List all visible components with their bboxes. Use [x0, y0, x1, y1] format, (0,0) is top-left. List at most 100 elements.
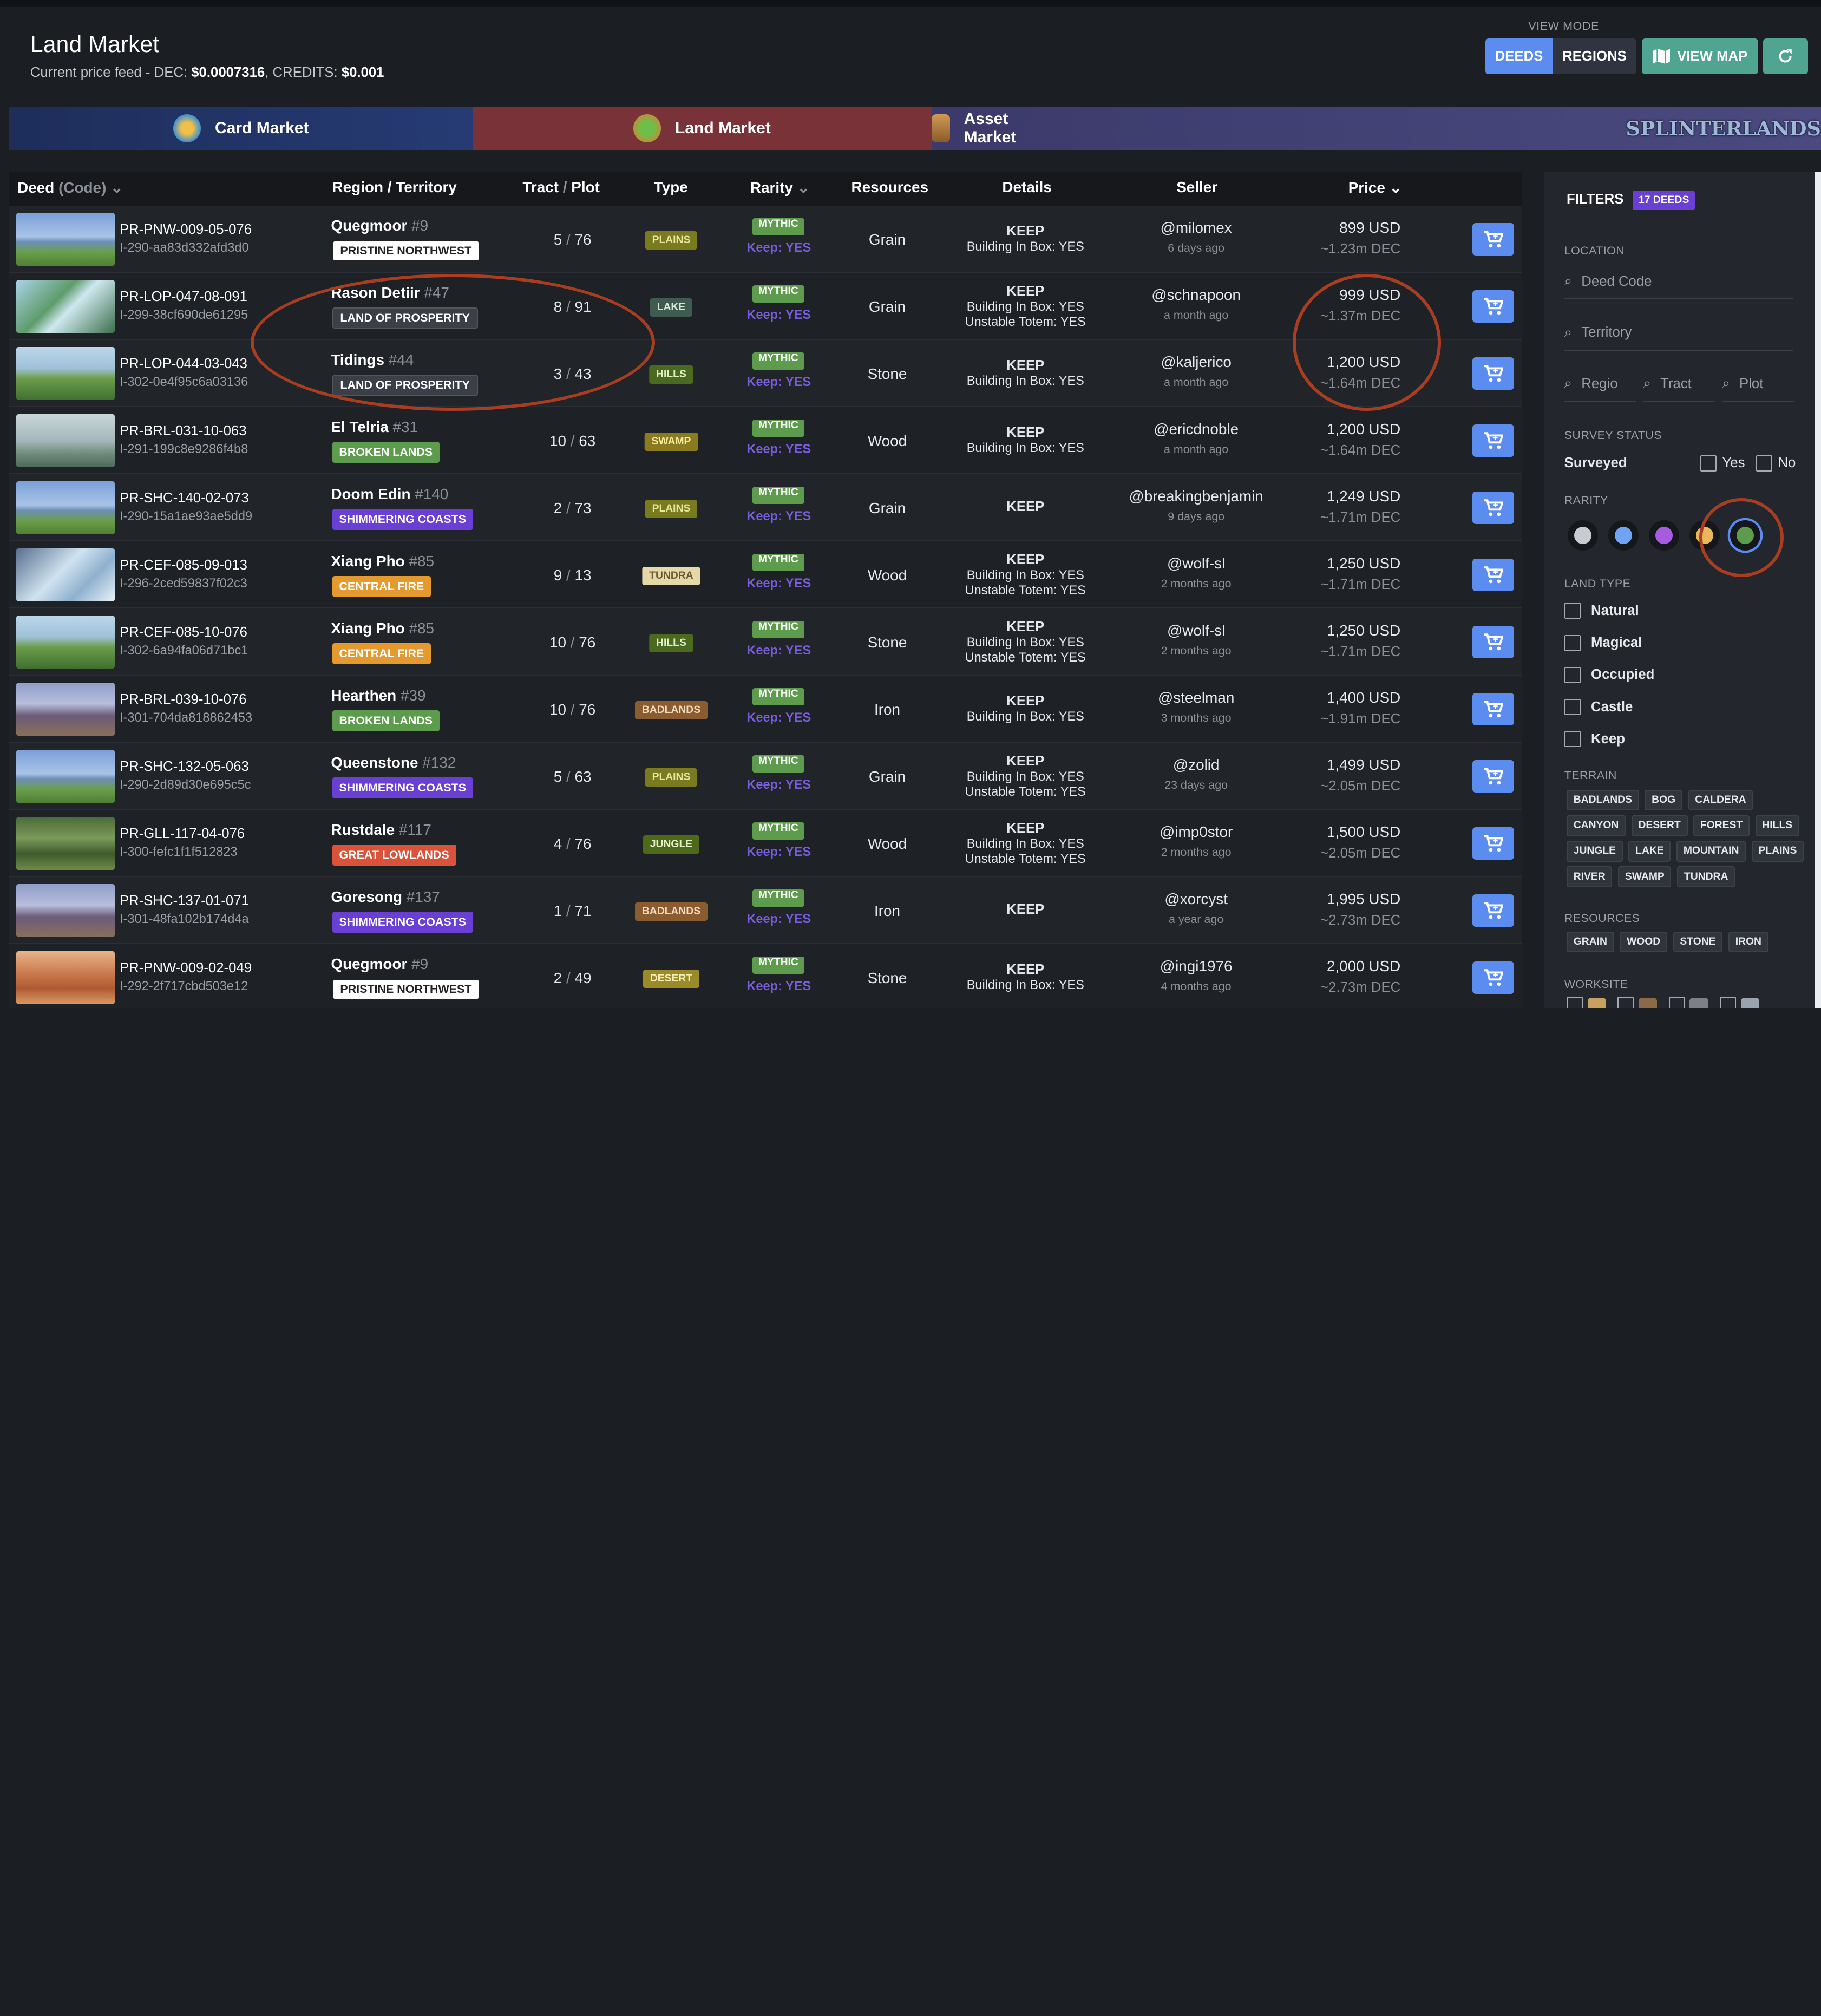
region-name[interactable]: Quegmoor #9 — [331, 217, 428, 234]
refresh-button[interactable] — [1763, 38, 1809, 75]
region-name[interactable]: Rustdale #117 — [331, 821, 431, 839]
buy-button[interactable] — [1472, 625, 1515, 658]
seller-name[interactable]: @steelman — [1157, 689, 1235, 706]
deed-code[interactable]: PR-SHC-140-02-073 — [119, 490, 249, 506]
seller-name[interactable]: @milomex — [1160, 219, 1232, 237]
table-row[interactable]: PR-GLL-117-04-076 I-300-fefc1f1f512823 Rus… — [9, 809, 1523, 878]
deed-thumbnail[interactable] — [16, 883, 115, 938]
col-deed[interactable]: Deed (Code) ⌄ — [17, 179, 123, 197]
region-name[interactable]: Xiang Pho #85 — [331, 553, 434, 570]
seller-name[interactable]: @xorcyst — [1164, 891, 1228, 908]
terrain-chip-lake[interactable]: LAKE — [1628, 841, 1671, 862]
surveyed-yes-checkbox[interactable]: Yes — [1700, 455, 1745, 472]
terrain-chip-jungle[interactable]: JUNGLE — [1567, 841, 1623, 862]
terrain-chip-bog[interactable]: BOG — [1645, 789, 1682, 811]
terrain-chip-badlands[interactable]: BADLANDS — [1567, 789, 1639, 811]
buy-button[interactable] — [1472, 558, 1515, 591]
deed-thumbnail[interactable] — [16, 548, 115, 602]
worksite-checkbox-iron[interactable] — [1720, 996, 1737, 1009]
deed-thumbnail[interactable] — [16, 749, 115, 803]
checkbox[interactable] — [1564, 634, 1581, 651]
deed-thumbnail[interactable] — [16, 212, 115, 266]
tab-card-market[interactable]: Card Market — [9, 107, 473, 150]
terrain-chip-hills[interactable]: HILLS — [1755, 815, 1799, 836]
splinterlands-logo[interactable]: SPLINTERLANDS — [1626, 116, 1821, 140]
deed-thumbnail[interactable] — [16, 279, 115, 333]
deed-code[interactable]: PR-CEF-085-10-076 — [119, 624, 247, 640]
deed-code[interactable]: PR-SHC-132-05-063 — [119, 758, 249, 774]
checkbox[interactable] — [1564, 731, 1581, 748]
region-field[interactable]: ⌕ Regio — [1564, 367, 1636, 402]
buy-button[interactable] — [1472, 827, 1515, 860]
terrain-chip-mountain[interactable]: MOUNTAIN — [1676, 841, 1746, 862]
tab-land-market[interactable]: Land Market — [473, 107, 932, 150]
deed-thumbnail[interactable] — [16, 481, 115, 535]
region-name[interactable]: Hearthen #39 — [331, 687, 425, 704]
tract-field[interactable]: ⌕ Tract — [1643, 367, 1715, 402]
col-price[interactable]: Price ⌄ — [1348, 179, 1402, 197]
deed-code[interactable]: PR-PNW-009-02-049 — [119, 960, 252, 976]
deed-code[interactable]: PR-SHC-137-01-071 — [119, 893, 249, 908]
deed-code[interactable]: PR-LOP-047-08-091 — [119, 289, 247, 304]
deed-thumbnail[interactable] — [16, 951, 115, 1005]
deed-thumbnail[interactable] — [16, 346, 115, 401]
seller-name[interactable]: @breakingbenjamin — [1129, 488, 1263, 505]
region-name[interactable]: Goresong #137 — [331, 888, 440, 906]
view-map-button[interactable]: VIEW MAP — [1642, 38, 1758, 75]
terrain-chip-river[interactable]: RIVER — [1567, 866, 1613, 887]
deed-thumbnail[interactable] — [16, 615, 115, 669]
checkbox[interactable] — [1756, 455, 1772, 472]
worksite-checkbox-stone[interactable] — [1668, 996, 1685, 1009]
region-name[interactable]: El Telria #31 — [331, 418, 418, 436]
seller-name[interactable]: @wolf-sl — [1167, 555, 1226, 572]
surveyed-no-checkbox[interactable]: No — [1756, 455, 1796, 472]
terrain-chip-caldera[interactable]: CALDERA — [1688, 789, 1753, 811]
buy-button[interactable] — [1472, 357, 1515, 390]
terrain-chip-swamp[interactable]: SWAMP — [1618, 866, 1672, 887]
worksite-checkbox-wood[interactable] — [1617, 996, 1634, 1009]
land-type-keep[interactable]: Keep — [1564, 731, 1625, 748]
rarity-option-1[interactable] — [1568, 520, 1598, 551]
deed-code[interactable]: PR-GLL-117-04-076 — [119, 826, 245, 841]
table-row[interactable]: PR-PNW-009-02-049 I-292-2f717cbd503e12 Que… — [9, 944, 1523, 1009]
region-name[interactable]: Quegmoor #9 — [331, 955, 428, 973]
region-name[interactable]: Doom Edin #140 — [331, 486, 448, 503]
scrollbar[interactable] — [1815, 172, 1821, 1009]
table-row[interactable]: PR-PNW-009-05-076 I-290-aa83d332afd3d0 Que… — [9, 205, 1523, 273]
deed-thumbnail[interactable] — [16, 816, 115, 870]
terrain-chip-canyon[interactable]: CANYON — [1567, 815, 1626, 836]
seller-name[interactable]: @kaljerico — [1161, 354, 1232, 371]
buy-button[interactable] — [1472, 692, 1515, 725]
checkbox[interactable] — [1564, 603, 1581, 619]
buy-button[interactable] — [1472, 424, 1515, 457]
resource-chip-iron[interactable]: IRON — [1728, 931, 1768, 953]
land-type-occupied[interactable]: Occupied — [1564, 666, 1654, 683]
deed-code[interactable]: PR-CEF-085-09-013 — [119, 557, 247, 573]
deed-code[interactable]: PR-BRL-039-10-076 — [119, 691, 247, 707]
buy-button[interactable] — [1472, 760, 1515, 793]
buy-button[interactable] — [1472, 222, 1515, 256]
rarity-option-3[interactable] — [1649, 520, 1680, 551]
resource-chip-wood[interactable]: WOOD — [1620, 931, 1667, 953]
tab-asset-market[interactable]: Asset Market SPLINTERLANDS — [931, 107, 1821, 150]
table-row[interactable]: PR-BRL-031-10-063 I-291-199c8e9286f4b8 El … — [9, 407, 1523, 475]
plot-field[interactable]: ⌕ Plot — [1722, 367, 1794, 402]
seller-name[interactable]: @zolid — [1172, 756, 1220, 774]
terrain-chip-tundra[interactable]: TUNDRA — [1677, 866, 1735, 887]
territory-field[interactable]: ⌕ Territory — [1564, 316, 1793, 351]
deed-thumbnail[interactable] — [16, 414, 115, 468]
table-row[interactable]: PR-CEF-085-10-076 I-302-6a94fa06d71bc1 Xia… — [9, 608, 1523, 676]
checkbox[interactable] — [1700, 455, 1717, 472]
table-row[interactable]: PR-SHC-137-01-071 I-301-48fa102b174d4a Gor… — [9, 876, 1523, 945]
seller-name[interactable]: @wolf-sl — [1167, 622, 1226, 639]
resource-chip-grain[interactable]: GRAIN — [1567, 931, 1614, 953]
land-type-natural[interactable]: Natural — [1564, 603, 1639, 619]
table-row[interactable]: PR-SHC-140-02-073 I-290-15a1ae93ae5dd9 Doo… — [9, 474, 1523, 542]
terrain-chip-forest[interactable]: FOREST — [1693, 815, 1750, 836]
deed-code-field[interactable]: ⌕ Deed Code — [1564, 265, 1793, 300]
table-row[interactable]: PR-CEF-085-09-013 I-296-2ced59837f02c3 Xia… — [9, 541, 1523, 609]
land-type-magical[interactable]: Magical — [1564, 634, 1642, 651]
checkbox[interactable] — [1564, 666, 1581, 683]
buy-button[interactable] — [1472, 290, 1515, 323]
buy-button[interactable] — [1472, 961, 1515, 994]
